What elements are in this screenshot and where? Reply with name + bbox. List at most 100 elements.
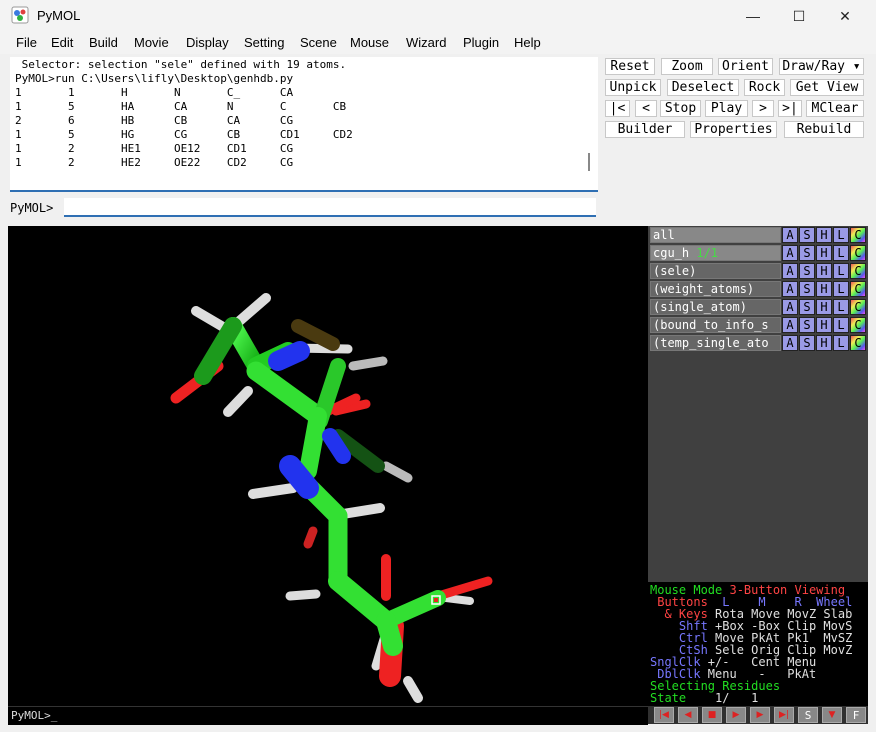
fullscreen-button[interactable]: F [846,707,866,723]
state-value: 1/ 1 [686,691,759,705]
object-row-single-atom[interactable]: (single_atom) A S H L C [648,299,868,316]
play-button[interactable]: Play [705,100,748,117]
action-button[interactable]: A [782,245,798,261]
draw-ray-button[interactable]: Draw/Ray ▾ [779,58,864,75]
command-input[interactable] [64,198,596,217]
show-button[interactable]: S [799,245,815,261]
dropdown-button[interactable]: ▼ [822,707,842,723]
object-name[interactable]: cgu_h 1/1 [650,245,781,261]
object-row-all[interactable]: all A S H L C [648,227,868,244]
label-button[interactable]: L [833,317,849,333]
scene-button[interactable]: S [798,707,818,723]
selecting-mode[interactable]: Selecting Residues [650,679,781,693]
show-button[interactable]: S [799,317,815,333]
color-button[interactable]: C [850,317,866,333]
label-button[interactable]: L [833,245,849,261]
object-name[interactable]: (sele) [650,263,781,279]
reset-button[interactable]: Reset [605,58,655,75]
next-frame-button[interactable]: > [752,100,774,117]
menu-wizard[interactable]: Wizard [406,35,447,50]
console-output[interactable]: Selector: selection "sele" defined with … [10,57,598,192]
console-scrollbar[interactable] [588,153,590,171]
menu-edit[interactable]: Edit [51,35,74,50]
properties-button[interactable]: Properties [690,121,777,138]
show-button[interactable]: S [799,227,815,243]
menu-build[interactable]: Build [89,35,118,50]
menu-scene[interactable]: Scene [300,35,337,50]
action-button[interactable]: A [782,335,798,351]
step-back-button[interactable]: ◀ [678,707,698,723]
hide-button[interactable]: H [816,299,832,315]
menu-display[interactable]: Display [186,35,229,50]
color-button[interactable]: C [850,299,866,315]
object-row-weight-atoms[interactable]: (weight_atoms) A S H L C [648,281,868,298]
maximize-button[interactable]: ☐ [792,7,806,24]
hide-button[interactable]: H [816,245,832,261]
object-name[interactable]: (bound_to_info_s [650,317,781,333]
menu-mouse[interactable]: Mouse [350,35,390,50]
color-button[interactable]: C [850,281,866,297]
rock-button[interactable]: Rock [744,79,785,96]
object-row-cgu-h[interactable]: cgu_h 1/1 A S H L C [648,245,868,262]
menu-file[interactable]: File [16,35,37,50]
menu-help[interactable]: Help [514,35,541,50]
end-button[interactable]: ▶| [774,707,794,723]
molecule-viewer[interactable] [8,226,648,724]
builder-button[interactable]: Builder [605,121,685,138]
object-row-sele[interactable]: (sele) A S H L C [648,263,868,280]
action-button[interactable]: A [782,263,798,279]
hide-button[interactable]: H [816,335,832,351]
last-frame-button[interactable]: >| [778,100,802,117]
stop-button[interactable]: Stop [660,100,701,117]
zoom-button[interactable]: Zoom [661,58,713,75]
label-button[interactable]: L [833,335,849,351]
get-view-button[interactable]: Get View [790,79,864,96]
buttons-header: L M R Wheel [707,595,853,609]
show-button[interactable]: S [799,281,815,297]
hide-button[interactable]: H [816,227,832,243]
hide-button[interactable]: H [816,263,832,279]
object-name[interactable]: all [650,227,781,243]
object-row-bound-to-info[interactable]: (bound_to_info_s A S H L C [648,317,868,334]
viewer-command-line[interactable]: PyMOL>_ [8,706,648,725]
object-name[interactable]: (single_atom) [650,299,781,315]
orient-button[interactable]: Orient [718,58,773,75]
menu-plugin[interactable]: Plugin [463,35,500,50]
unpick-button[interactable]: Unpick [605,79,661,96]
deselect-button[interactable]: Deselect [667,79,739,96]
minimize-button[interactable]: — [746,8,760,24]
color-button[interactable]: C [850,245,866,261]
show-button[interactable]: S [799,335,815,351]
first-frame-button[interactable]: |< [605,100,630,117]
color-button[interactable]: C [850,263,866,279]
hide-button[interactable]: H [816,281,832,297]
action-button[interactable]: A [782,227,798,243]
menu-setting[interactable]: Setting [244,35,285,50]
label-button[interactable]: L [833,281,849,297]
close-button[interactable]: ✕ [839,7,851,24]
mouse-mode-panel[interactable]: Mouse Mode 3-Button Viewing Buttons L M … [648,582,868,706]
prev-frame-button[interactable]: < [635,100,657,117]
hide-button[interactable]: H [816,317,832,333]
label-button[interactable]: L [833,299,849,315]
object-name[interactable]: (temp_single_ato [650,335,781,351]
label-button[interactable]: L [833,263,849,279]
rewind-button[interactable]: |◀ [654,707,674,723]
action-button[interactable]: A [782,299,798,315]
action-button[interactable]: A [782,317,798,333]
action-button[interactable]: A [782,281,798,297]
menu-movie[interactable]: Movie [134,35,169,50]
step-forward-button[interactable]: ▶ [750,707,770,723]
play-playback-button[interactable]: ▶ [726,707,746,723]
rebuild-button[interactable]: Rebuild [784,121,864,138]
color-button[interactable]: C [850,227,866,243]
show-button[interactable]: S [799,299,815,315]
show-button[interactable]: S [799,263,815,279]
label-button[interactable]: L [833,227,849,243]
color-button[interactable]: C [850,335,866,351]
stop-playback-button[interactable]: ■ [702,707,722,723]
mclear-button[interactable]: MClear [806,100,864,117]
object-row-temp-single-atom[interactable]: (temp_single_ato A S H L C [648,335,868,352]
mouse-mode-value[interactable]: 3-Button Viewing [729,583,846,597]
object-name[interactable]: (weight_atoms) [650,281,781,297]
